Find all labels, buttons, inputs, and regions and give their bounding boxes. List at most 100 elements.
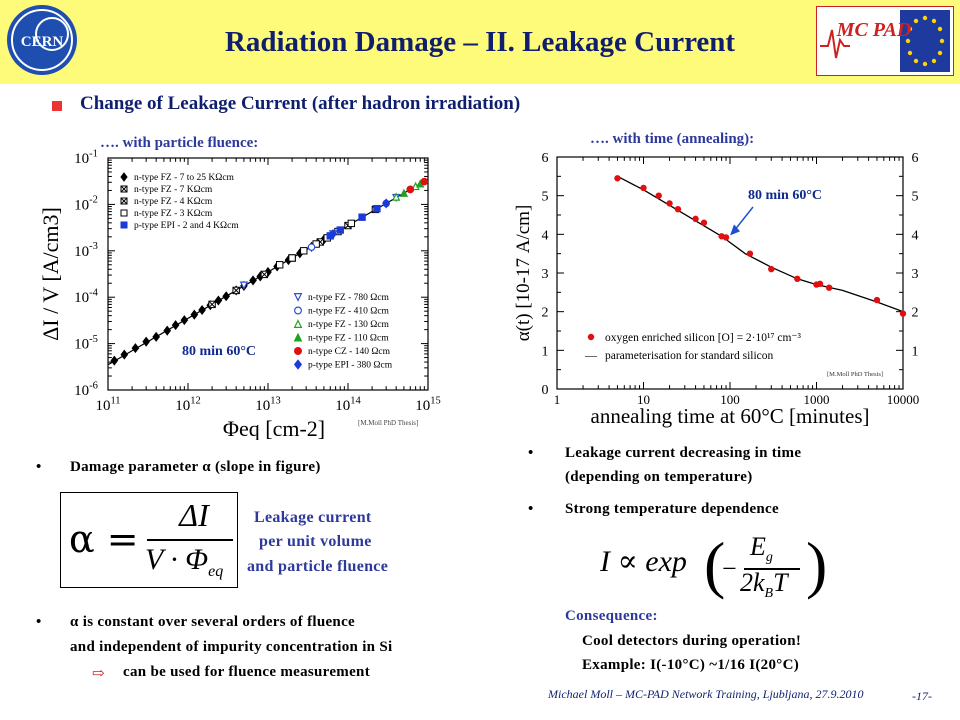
fluence-measurement-text: can be used for fluence measurement	[123, 664, 370, 680]
data-point-box	[275, 261, 284, 269]
right-chart-caption: …. with time (annealing):	[590, 131, 755, 147]
legend-marker	[120, 172, 128, 182]
y-tick-label: 10-2	[74, 195, 98, 214]
data-point	[239, 281, 249, 290]
source-label: [M.Moll PhD Thesis]	[827, 371, 883, 378]
data-point	[768, 265, 775, 273]
legend-label: n-type FZ - 3 KΩcm	[134, 209, 213, 219]
data-point	[382, 198, 390, 209]
data-point	[208, 300, 216, 309]
legend-label: n-type CZ - 140 Ωcm	[308, 347, 391, 357]
y-axis-label: ΔI / V [A/cm3]	[38, 207, 63, 341]
legend-marker-x2	[120, 197, 128, 205]
data-point	[816, 280, 824, 288]
formula-lhs: α =	[69, 517, 139, 561]
consequence-label: Consequence:	[565, 608, 658, 624]
data-point-box	[288, 254, 296, 262]
data-point-x2	[208, 300, 216, 308]
data-point	[180, 315, 189, 326]
annotation-label: 80 min 60°C	[748, 188, 822, 203]
data-point	[329, 228, 337, 240]
bullet-icon: •	[528, 445, 534, 461]
x-tick-label: 1013	[255, 395, 281, 414]
fraction-bar	[147, 539, 233, 541]
legend-label: n-type FZ - 4 KΩcm	[134, 197, 213, 207]
annotation-label: 80 min 60°C	[182, 344, 256, 359]
leakage-decreasing-text: Leakage current decreasing in time	[565, 445, 802, 461]
data-point	[190, 309, 199, 320]
legend-marker	[293, 319, 303, 328]
legend-marker	[120, 197, 128, 205]
data-point	[873, 296, 881, 304]
data-point	[746, 250, 754, 257]
footer-text: Michael Moll – MC-PAD Network Training, …	[548, 687, 864, 701]
data-point	[222, 291, 230, 302]
x-tick-label: 100	[720, 392, 740, 407]
data-point	[674, 205, 682, 213]
legend-marker	[293, 332, 303, 342]
legend-marker-x2	[120, 185, 128, 193]
data-point	[171, 320, 180, 331]
paren-left: (	[704, 529, 726, 600]
legend-label: parameterisation for standard silicon	[605, 350, 774, 362]
alpha-formula-box: α = ΔI V · Φeq	[60, 492, 238, 588]
formula-eg-sub: g	[765, 550, 773, 566]
bullet-icon: •	[528, 501, 534, 517]
data-point	[655, 192, 662, 199]
formula-2k: 2k	[740, 568, 765, 597]
data-point	[391, 192, 401, 201]
data-point	[692, 215, 699, 223]
data-point	[120, 349, 129, 360]
alpha-constant-text: α is constant over several orders of flu…	[70, 614, 355, 630]
left-chart-caption: …. with particle fluence:	[100, 135, 259, 151]
y-tick-label: 3	[542, 267, 549, 282]
formula-eg: E	[750, 532, 766, 561]
annotation-arrow-head	[730, 224, 741, 236]
y-tick-label: 4	[542, 228, 549, 243]
legend-marker-box	[120, 221, 128, 229]
legend-label: oxygen enriched silicon [O] = 2·10¹⁷ cm⁻…	[605, 332, 801, 344]
x-axis-label: annealing time at 60°C [minutes]	[591, 404, 870, 428]
y-axis-label: α(t) [10-17 A/cm]	[513, 205, 534, 342]
page-number: -17-	[912, 689, 932, 703]
bullet-icon: •	[36, 459, 42, 475]
data-point	[232, 286, 240, 295]
eu-stars-icon	[905, 15, 945, 67]
legend-marker	[120, 209, 128, 217]
data-point	[214, 295, 223, 306]
y-tick-label-right: 4	[912, 228, 919, 243]
x-axis-label: Φeq [cm-2]	[223, 416, 325, 440]
y-tick-label-right: 1	[912, 344, 919, 359]
data-point	[347, 219, 356, 228]
y-tick-label: 2	[542, 306, 549, 321]
cern-logo: CERN	[7, 5, 77, 75]
x-tick-label: 10000	[887, 392, 920, 407]
y-tick-label: 5	[542, 190, 549, 205]
x-tick-label: 1011	[95, 395, 120, 414]
data-point-box	[347, 219, 356, 228]
header-bar: CERN Radiation Damage – II. Leakage Curr…	[0, 0, 960, 84]
data-point-box	[358, 213, 366, 221]
y-tick-label: 10-5	[74, 334, 98, 353]
consequence-line-2: Example: I(-10°C) ~1/16 I(20°C)	[582, 657, 799, 673]
data-point	[300, 247, 308, 255]
legend-label: n-type FZ - 780 Ωcm	[308, 293, 390, 303]
paren-right: )	[806, 529, 828, 600]
y-tick-label: 6	[542, 151, 549, 166]
data-point	[722, 234, 730, 241]
legend-marker-box	[120, 209, 128, 217]
y-tick-label: 10-3	[74, 241, 98, 260]
y-tick-label-right: 6	[912, 151, 919, 166]
data-point	[794, 275, 801, 282]
legend-label: p-type EPI - 2 and 4 KΩcm	[134, 221, 239, 231]
temperature-dependence-text: Strong temperature dependence	[565, 501, 779, 517]
legend-marker	[120, 221, 128, 229]
arrhenius-lhs: I ∝ exp	[600, 545, 687, 578]
data-point	[110, 355, 119, 366]
legend-label: n-type FZ - 110 Ωcm	[308, 334, 389, 344]
legend-label: n-type FZ - 130 Ωcm	[308, 320, 390, 330]
y-tick-label-right: 2	[912, 306, 919, 321]
data-point	[260, 270, 269, 279]
cern-logo-text: CERN	[21, 34, 64, 50]
section-heading: Change of Leakage Current (after hadron …	[80, 93, 521, 114]
